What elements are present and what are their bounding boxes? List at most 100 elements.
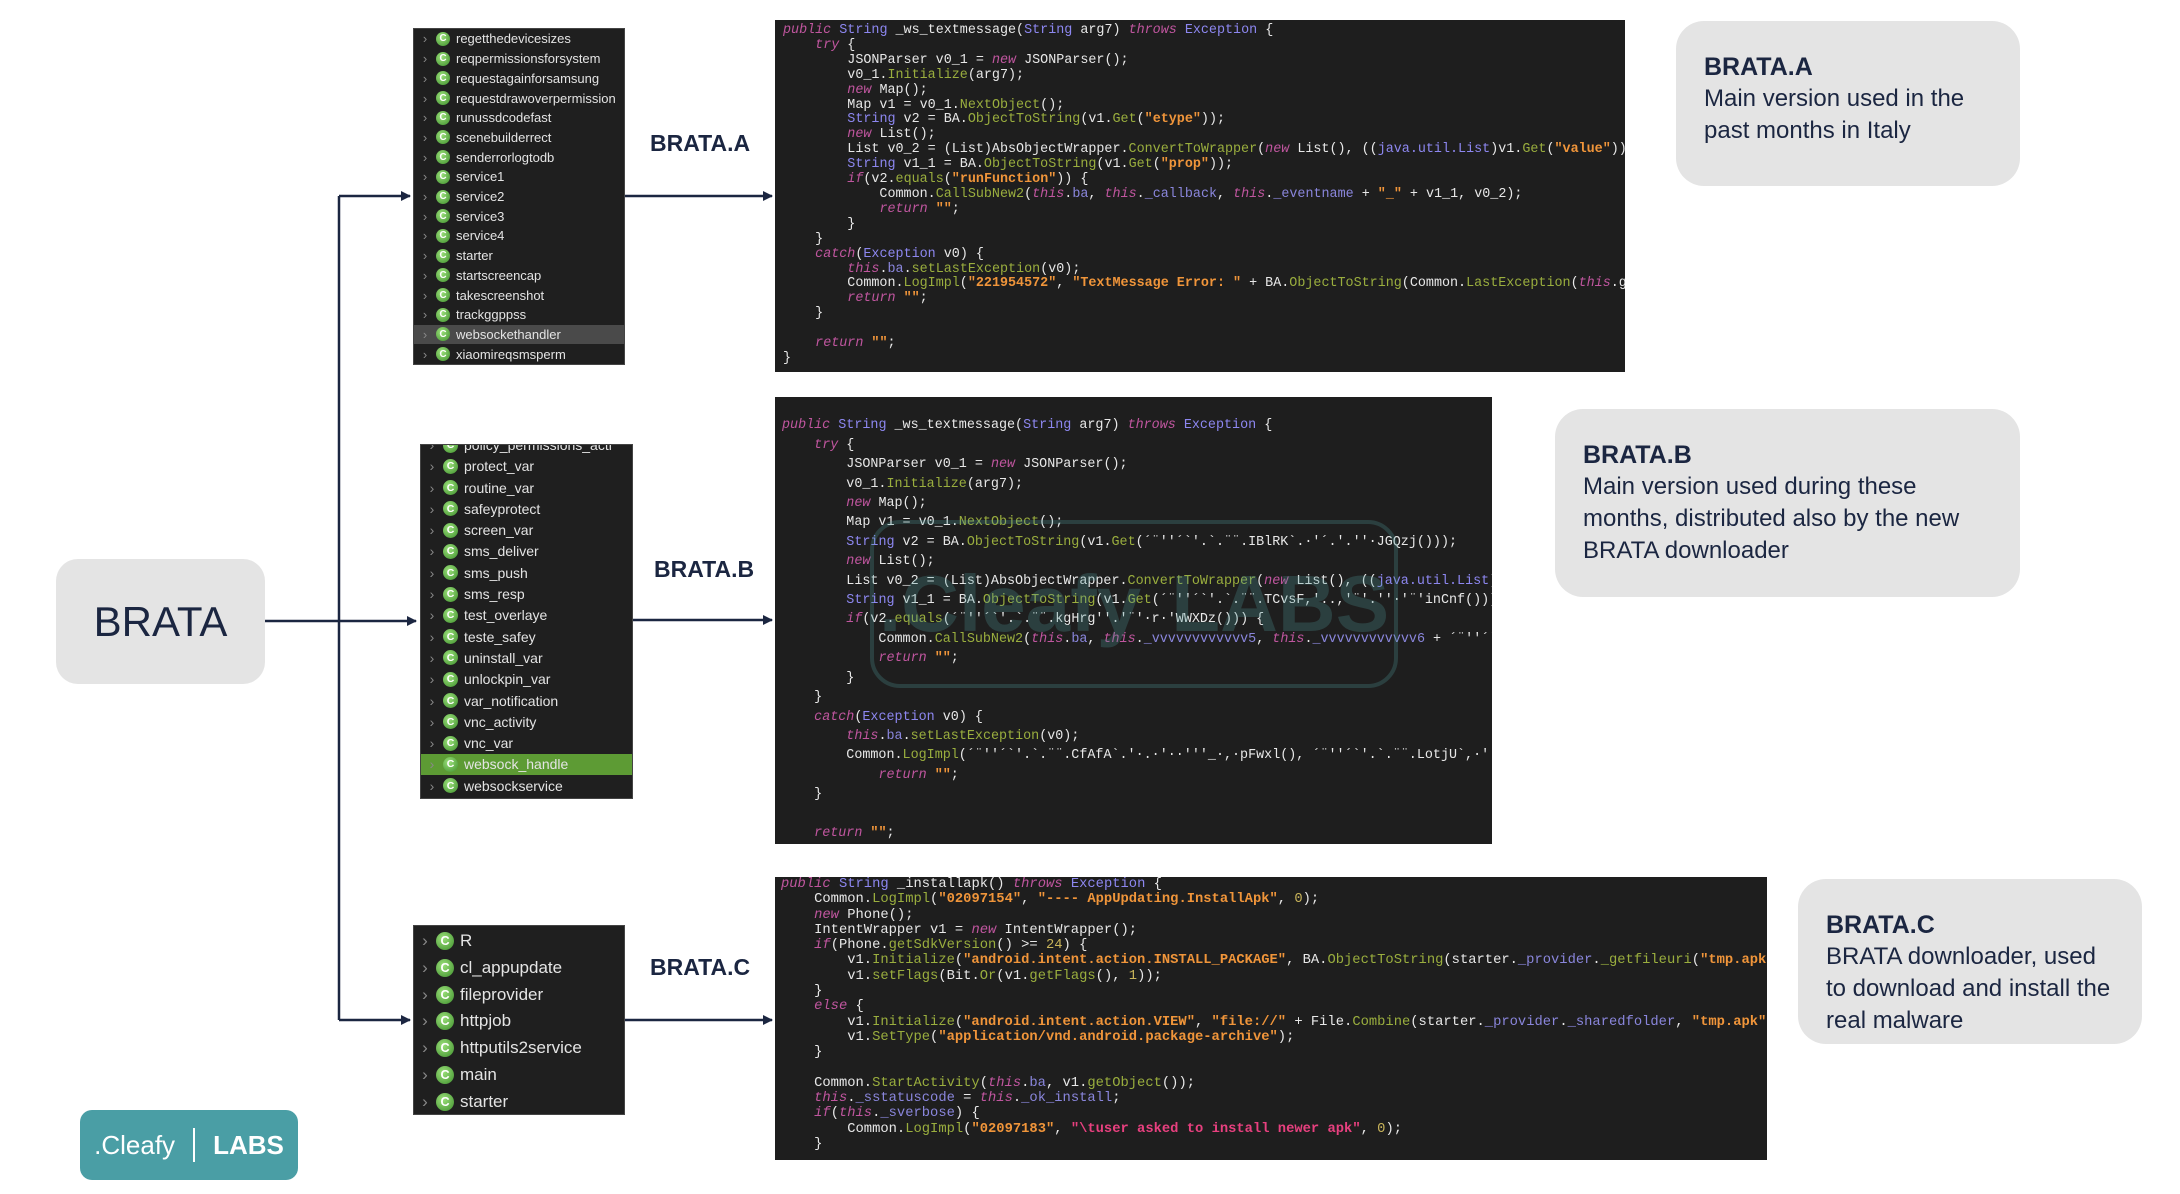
code-panel-brata-c: public String _installapk() throws Excep…	[775, 877, 1767, 1160]
chevron-right-icon[interactable]: ›	[422, 326, 428, 342]
chevron-right-icon[interactable]: ›	[422, 984, 428, 1004]
chevron-right-icon[interactable]: ›	[422, 129, 428, 145]
code-token: (	[1691, 953, 1701, 969]
chevron-right-icon[interactable]: ›	[422, 287, 428, 303]
code-token: List(), ((	[1288, 573, 1377, 589]
code-token: ""	[870, 825, 887, 841]
class-tree-item[interactable]: › C R	[414, 928, 624, 955]
chevron-right-icon[interactable]: ›	[429, 500, 435, 517]
chevron-right-icon[interactable]: ›	[422, 957, 428, 977]
code-line: public String _ws_textmessage(String arg…	[783, 23, 1625, 39]
code-token: LogImpl	[903, 276, 960, 292]
chevron-right-icon[interactable]: ›	[429, 444, 435, 453]
code-token: ""	[871, 336, 888, 352]
chevron-right-icon[interactable]: ›	[422, 346, 428, 362]
chevron-right-icon[interactable]: ›	[422, 1011, 428, 1031]
chevron-right-icon[interactable]: ›	[422, 307, 428, 323]
chevron-right-icon[interactable]: ›	[429, 586, 435, 603]
chevron-right-icon[interactable]: ›	[429, 607, 435, 624]
chevron-right-icon[interactable]: ›	[422, 110, 428, 126]
chevron-right-icon[interactable]: ›	[422, 267, 428, 283]
code-token: Get	[1112, 112, 1137, 128]
chevron-right-icon[interactable]: ›	[429, 522, 435, 539]
cleafy-labs-logo: .Cleafy LABS	[80, 1110, 298, 1180]
chevron-right-icon[interactable]: ›	[429, 671, 435, 688]
code-token	[781, 1106, 814, 1121]
code-token: this	[1272, 631, 1305, 647]
code-line: ​	[782, 805, 1492, 824]
chevron-right-icon[interactable]: ›	[429, 735, 435, 752]
chevron-right-icon[interactable]: ›	[429, 479, 435, 496]
chevron-right-icon[interactable]: ›	[422, 169, 428, 185]
chevron-right-icon[interactable]: ›	[422, 248, 428, 264]
chevron-right-icon[interactable]: ›	[422, 51, 428, 67]
chevron-right-icon[interactable]: ›	[422, 228, 428, 244]
chevron-right-icon[interactable]: ›	[422, 1091, 428, 1111]
chevron-right-icon[interactable]: ›	[429, 564, 435, 581]
chevron-right-icon[interactable]: ›	[429, 777, 435, 794]
code-line: return "";	[783, 291, 1625, 307]
chevron-right-icon[interactable]: ›	[422, 1038, 428, 1058]
chevron-right-icon[interactable]: ›	[429, 628, 435, 645]
chevron-right-icon[interactable]: ›	[422, 930, 428, 950]
code-token: (starter.	[1410, 1014, 1485, 1030]
chevron-right-icon[interactable]: ›	[429, 649, 435, 666]
code-line: new Map();	[782, 494, 1492, 513]
chevron-right-icon[interactable]: ›	[429, 756, 435, 773]
chevron-right-icon[interactable]: ›	[422, 70, 428, 86]
chevron-right-icon[interactable]: ›	[422, 31, 428, 47]
chevron-right-icon[interactable]: ›	[422, 149, 428, 165]
chevron-right-icon[interactable]: ›	[429, 692, 435, 709]
chevron-right-icon[interactable]: ›	[429, 543, 435, 560]
chevron-right-icon[interactable]: ›	[429, 713, 435, 730]
code-panel-brata-b: public String _ws_textmessage(String arg…	[775, 397, 1492, 844]
code-token: ,	[1360, 1121, 1378, 1137]
chevron-right-icon[interactable]: ›	[422, 1064, 428, 1084]
chevron-right-icon[interactable]: ›	[429, 458, 435, 475]
chevron-right-icon[interactable]: ›	[422, 90, 428, 106]
code-token: return	[878, 767, 927, 783]
chevron-right-icon[interactable]: ›	[422, 208, 428, 224]
chevron-right-icon[interactable]: ›	[422, 189, 428, 205]
